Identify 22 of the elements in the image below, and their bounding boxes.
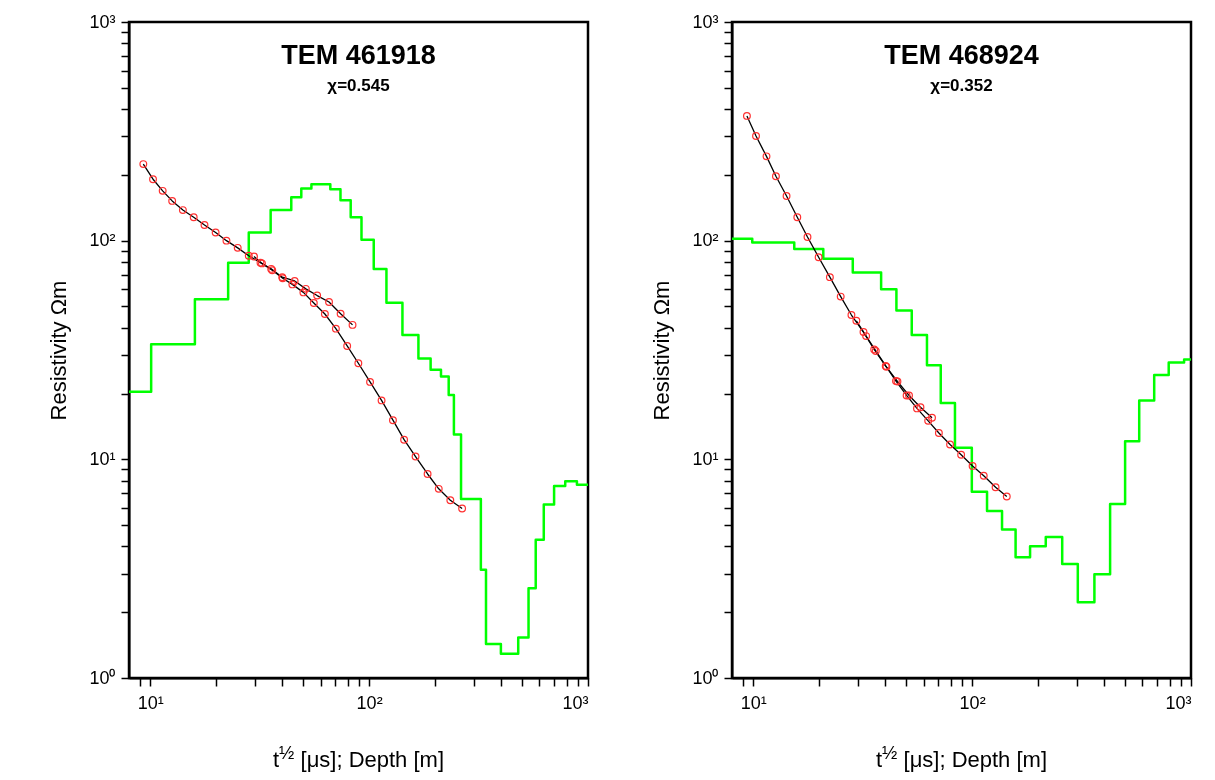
x-tick-label: 10³: [562, 692, 589, 713]
x-axis-title: t$^{½}$ [μs]; Depth [m]: [272, 742, 445, 774]
x-tick-label: 10³: [1165, 692, 1192, 713]
y-tick-label: 10⁰: [692, 667, 719, 688]
y-axis-title: Resistivity Ωm: [649, 280, 675, 421]
y-tick-label: 10²: [89, 230, 116, 251]
x-tick-label: 10¹: [137, 692, 164, 713]
y-tick-label: 10¹: [692, 448, 719, 469]
y-tick-label: 10¹: [89, 448, 116, 469]
x-tick-label: 10²: [356, 692, 383, 713]
y-tick-label: 10⁰: [89, 667, 116, 688]
y-tick-label: 10³: [692, 11, 719, 32]
text: TEM 461918: [280, 40, 437, 71]
y-tick-label: 10²: [692, 230, 719, 251]
x-tick-label: 10²: [959, 692, 986, 713]
y-axis-title: Resistivity Ωm: [46, 280, 72, 421]
text: χ=0.545: [326, 76, 391, 96]
x-axis-title: t$^{½}$ [μs]; Depth [m]: [875, 742, 1048, 774]
x-tick-label: 10¹: [740, 692, 767, 713]
y-tick-label: 10³: [89, 11, 116, 32]
text: χ=0.352: [929, 76, 994, 96]
text: TEM 468924: [883, 40, 1040, 71]
